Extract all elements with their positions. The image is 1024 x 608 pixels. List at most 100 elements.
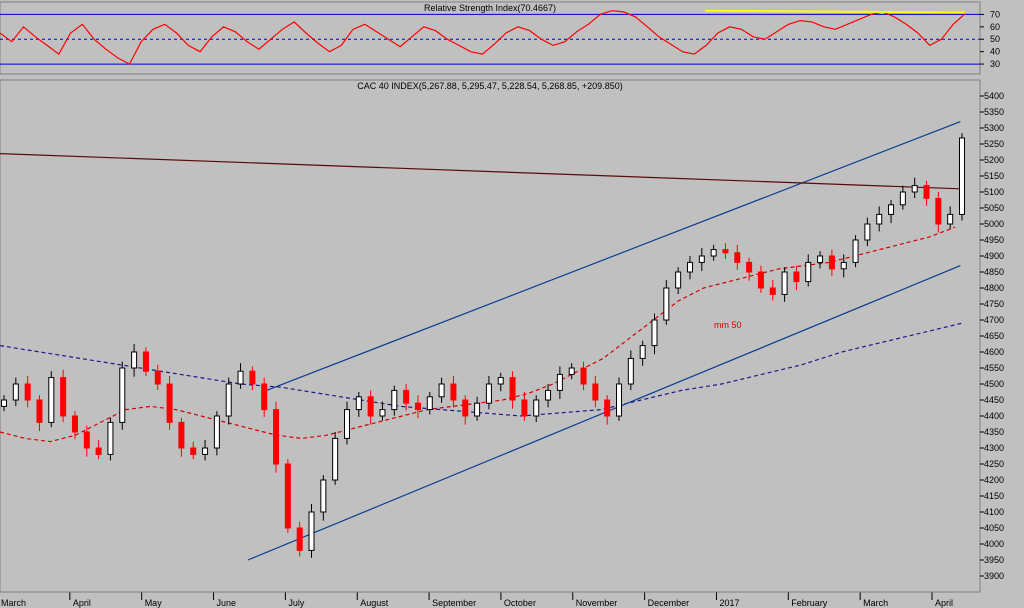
candle-body: [911, 185, 918, 193]
candle-body: [533, 399, 540, 417]
candle-body: [627, 357, 634, 385]
candle-body: [509, 377, 516, 401]
candle-body: [438, 383, 445, 398]
price-tick-label: 4850: [984, 267, 1004, 277]
candle-body: [698, 255, 705, 263]
x-tick-label: April: [73, 598, 91, 608]
candle-body: [60, 377, 67, 417]
candle-body: [734, 252, 741, 263]
candle-body: [367, 396, 374, 417]
candle-body: [935, 197, 942, 225]
candle-body: [828, 255, 835, 270]
candle-body: [71, 415, 78, 433]
rsi-lines: [0, 9, 966, 65]
candle-body: [592, 383, 599, 401]
candle-body: [757, 271, 764, 289]
candle-body: [414, 402, 421, 411]
x-tick-label: October: [504, 598, 536, 608]
candle-body: [154, 370, 161, 385]
candle-body: [308, 511, 315, 551]
candle-body: [876, 213, 883, 225]
price-tick-label: 4350: [984, 427, 1004, 437]
price-panel: CAC 40 INDEX(5,267.88, 5,295.47, 5,228.5…: [0, 79, 1004, 593]
rsi-tick-label: 30: [990, 59, 1000, 69]
candle-body: [485, 383, 492, 404]
rsi-tick-label: 60: [990, 22, 1000, 32]
rsi-title: Relative Strength Index(70.4667): [424, 3, 556, 13]
candle-body: [355, 396, 362, 411]
candle-body: [545, 389, 552, 401]
candle-body: [805, 261, 812, 283]
candle-body: [462, 399, 469, 417]
candle-body: [746, 261, 753, 273]
candle-body: [864, 223, 871, 241]
price-tick-label: 4400: [984, 411, 1004, 421]
candle-body: [273, 409, 280, 465]
candle-body: [497, 377, 504, 385]
rsi-highlight-line: [704, 9, 966, 14]
candle-body: [710, 249, 717, 257]
price-title: CAC 40 INDEX(5,267.88, 5,295.47, 5,228.5…: [357, 81, 622, 91]
channel-line: [266, 121, 961, 391]
candle-body: [947, 213, 954, 225]
price-tick-label: 4650: [984, 331, 1004, 341]
candle-body: [888, 204, 895, 215]
price-y-axis: 3900 3950 4000 4050 4100 4150 4200 4250 4300 4350…: [980, 91, 1004, 581]
x-tick-label: August: [360, 598, 389, 608]
price-tick-label: 5150: [984, 171, 1004, 181]
price-candles: [1, 133, 965, 558]
candle-body: [12, 383, 19, 401]
candle-body: [769, 287, 776, 295]
price-tick-label: 4200: [984, 475, 1004, 485]
price-tick-label: 5250: [984, 139, 1004, 149]
candle-body: [190, 447, 197, 455]
price-plot-area: [0, 79, 981, 593]
candle-body: [793, 271, 800, 283]
candle-body: [959, 137, 965, 215]
price-tick-label: 3950: [984, 555, 1004, 565]
candle-body: [213, 415, 220, 449]
candle-body: [36, 399, 43, 423]
x-tick-label: May: [145, 598, 163, 608]
rsi-y-axis: 30 40 50 60 70: [980, 9, 1000, 69]
candle-body: [651, 319, 658, 347]
candle-body: [403, 389, 410, 404]
price-tick-label: 4900: [984, 251, 1004, 261]
x-tick-label: February: [791, 598, 828, 608]
candle-body: [332, 437, 339, 481]
candle-body: [474, 402, 481, 417]
rsi-series-line: [0, 10, 966, 65]
candle-body: [923, 185, 930, 199]
candle-body: [48, 377, 55, 423]
candle-body: [817, 255, 824, 263]
candle-body: [131, 351, 138, 369]
price-tick-label: 4700: [984, 315, 1004, 325]
rsi-tick-label: 50: [990, 34, 1000, 44]
candle-body: [722, 249, 729, 254]
candle-body: [142, 351, 149, 372]
price-tick-label: 5000: [984, 219, 1004, 229]
x-tick-label: June: [217, 598, 237, 608]
candle-body: [686, 261, 693, 273]
price-tick-label: 5350: [984, 107, 1004, 117]
price-tick-label: 4750: [984, 299, 1004, 309]
candle-body: [521, 399, 528, 417]
candle-body: [450, 383, 457, 401]
candle-body: [781, 271, 788, 295]
price-tick-label: 4950: [984, 235, 1004, 245]
candle-body: [616, 383, 623, 417]
x-tick-label: 2017: [719, 598, 739, 608]
price-tick-label: 4450: [984, 395, 1004, 405]
candle-body: [852, 239, 859, 263]
rsi-reference-lines: [0, 13, 980, 65]
candle-body: [261, 383, 268, 411]
price-tick-label: 4150: [984, 491, 1004, 501]
rsi-tick-label: 70: [990, 9, 1000, 19]
price-tick-label: 5100: [984, 187, 1004, 197]
price-tick-label: 5200: [984, 155, 1004, 165]
candle-body: [202, 447, 209, 455]
price-tick-label: 4500: [984, 379, 1004, 389]
price-tick-label: 4300: [984, 443, 1004, 453]
price-tick-label: 5300: [984, 123, 1004, 133]
